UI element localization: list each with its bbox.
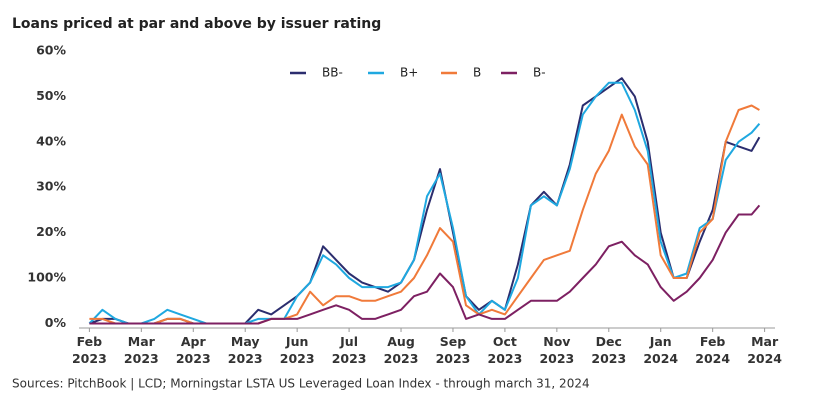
x-tick-label: Feb 2024 <box>695 334 730 366</box>
x-tick-label: Jan 2024 <box>643 334 678 366</box>
legend-label: B+ <box>400 66 418 80</box>
y-tick-label: 60% <box>36 43 66 58</box>
x-tick-label: Apr 2023 <box>176 334 211 366</box>
x-tick-label: Jun 2023 <box>280 334 315 366</box>
series-line <box>88 81 761 325</box>
x-tick-label: Sep 2023 <box>436 334 471 366</box>
x-tick-label: May 2023 <box>228 334 263 366</box>
x-tick-label: Feb 2023 <box>72 334 107 366</box>
x-tick-label: Aug 2023 <box>384 334 419 366</box>
legend-label: BB- <box>322 66 343 80</box>
source-note: Sources: PitchBook | LCD; Morningstar LS… <box>12 377 590 391</box>
y-tick-label: 100% <box>27 270 66 285</box>
y-tick-label: 40% <box>36 133 66 148</box>
y-tick-label: 0% <box>45 315 67 330</box>
x-tick-label: Dec 2023 <box>591 334 626 366</box>
x-tick-label: Jul 2023 <box>332 334 367 366</box>
x-tick-label: Oct 2023 <box>488 334 523 366</box>
y-tick-label: 20% <box>36 224 66 239</box>
chart-title: Loans priced at par and above by issuer … <box>12 16 381 32</box>
x-tick-label: Nov 2023 <box>539 334 574 366</box>
y-tick-label: 50% <box>36 88 66 103</box>
x-tick-label: Mar 2024 <box>747 334 782 366</box>
series-line <box>89 204 761 325</box>
y-tick-label: 30% <box>36 179 66 194</box>
legend-label: B- <box>533 66 546 80</box>
legend-label: B <box>473 66 481 80</box>
x-tick-label: Mar 2023 <box>124 334 159 366</box>
series-line <box>89 77 761 325</box>
